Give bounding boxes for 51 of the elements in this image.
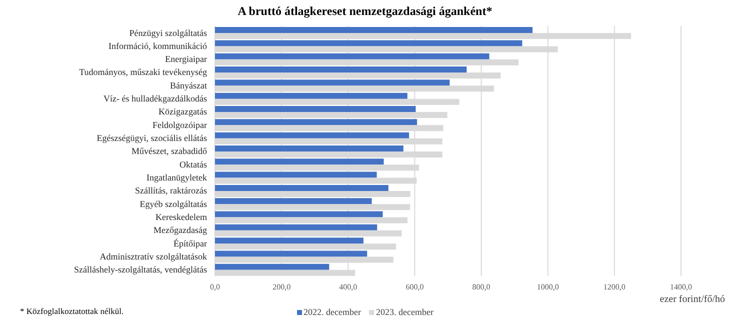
bar <box>215 40 522 46</box>
x-tick-label: 1200,0 <box>603 282 626 292</box>
x-tick-label: 800,0 <box>472 282 490 292</box>
x-tick-label: 1000,0 <box>536 282 559 292</box>
y-tick-label: Közigazgatás <box>158 106 208 117</box>
legend-label: 2023. december <box>376 307 434 317</box>
bar <box>215 264 330 270</box>
bar <box>215 53 490 60</box>
y-tick-label: Feldolgozóipar <box>152 120 207 130</box>
bar <box>215 172 377 178</box>
x-tick-label: 200,0 <box>272 282 291 292</box>
y-tick-label: Egyéb szolgáltatás <box>140 198 208 209</box>
y-tick-label: Ingatlanügyletek <box>146 172 208 183</box>
x-tick-label: 0,0 <box>210 282 220 292</box>
bar <box>215 106 416 112</box>
y-tick-label: Építőipar <box>174 238 207 248</box>
bar <box>215 211 383 218</box>
x-axis-title: ezer forint/fő/hó <box>658 294 725 305</box>
bar <box>215 198 372 204</box>
bar <box>215 158 384 165</box>
y-tick-label: Szálláshely-szolgáltatás, vendéglátás <box>74 264 208 275</box>
bar <box>215 119 418 126</box>
x-tick-label: 1400,0 <box>670 282 692 292</box>
bar <box>215 238 364 244</box>
bar <box>215 132 410 138</box>
legend-label: 2022. december <box>304 307 361 317</box>
bar <box>215 80 450 86</box>
chart-title: A bruttó átlagkereset nemzetgazdasági áganként* <box>236 4 494 19</box>
y-tick-label: Adminisztratív szolgáltatások <box>100 251 208 262</box>
bar <box>215 250 368 257</box>
bar <box>215 184 388 191</box>
y-tick-label: Bányászat <box>170 80 208 90</box>
y-tick-label: Művészet, szabadidő <box>132 146 208 156</box>
x-tick-label: 400,0 <box>339 282 358 292</box>
y-tick-label: Tudományos, műszaki tevékenység <box>79 67 208 78</box>
y-tick-label: Mezőgazdaság <box>154 225 208 236</box>
y-tick-label: Kereskedelem <box>156 212 207 222</box>
y-tick-label: Energiaipar <box>165 54 207 64</box>
text: * Közfoglalkoztatottak nélkül. <box>20 306 124 316</box>
x-tick-label: 600,0 <box>406 282 424 292</box>
bar <box>215 66 467 73</box>
bar <box>215 224 378 230</box>
y-tick-label: Pénzügyi szolgáltatás <box>129 28 208 38</box>
y-tick-label: Egészségügyi, szociális ellátás <box>96 133 208 144</box>
bar <box>215 92 408 99</box>
bar <box>215 27 533 34</box>
y-tick-label: Víz- és hulladékgazdálkodás <box>104 94 208 104</box>
bar <box>215 145 404 152</box>
y-tick-label: Oktatás <box>180 159 208 170</box>
y-tick-label: Információ, kommunikáció <box>108 40 208 51</box>
y-tick-label: Szállítás, raktározás <box>135 186 208 196</box>
